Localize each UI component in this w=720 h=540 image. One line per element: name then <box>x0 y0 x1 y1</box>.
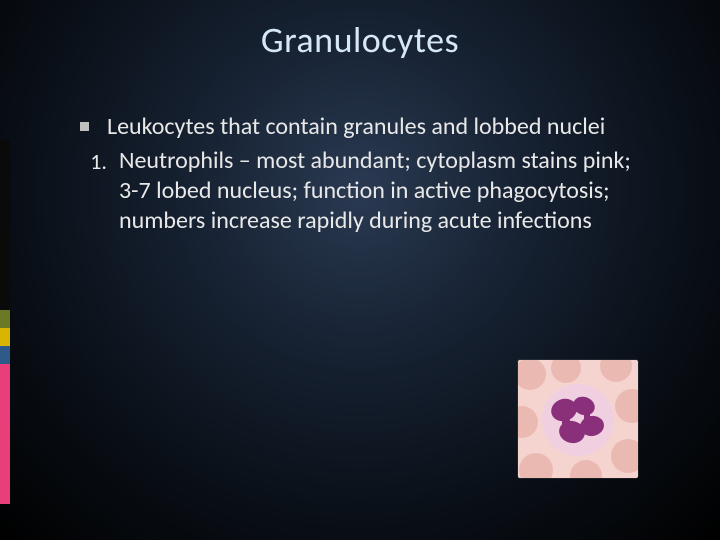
accent-stripes <box>0 140 10 504</box>
stripe-blue <box>0 346 10 364</box>
stripe-yellow <box>0 328 10 346</box>
list-number: 1. <box>80 146 107 176</box>
bullet-text: Leukocytes that contain granules and lob… <box>107 112 660 142</box>
numbered-item: 1. Neutrophils – most abundant; cytoplas… <box>80 146 660 236</box>
stripe-pink <box>0 364 10 504</box>
slide-body: Leukocytes that contain granules and lob… <box>80 112 660 236</box>
stripe-green <box>0 310 10 328</box>
neutrophil-image <box>518 360 638 478</box>
square-bullet-icon <box>80 122 89 131</box>
cell-svg <box>518 360 638 478</box>
slide-title: Granulocytes <box>0 0 720 62</box>
stripe-dark <box>0 140 10 310</box>
numbered-text: Neutrophils – most abundant; cytoplasm s… <box>119 146 660 236</box>
bullet-item: Leukocytes that contain granules and lob… <box>80 112 660 142</box>
